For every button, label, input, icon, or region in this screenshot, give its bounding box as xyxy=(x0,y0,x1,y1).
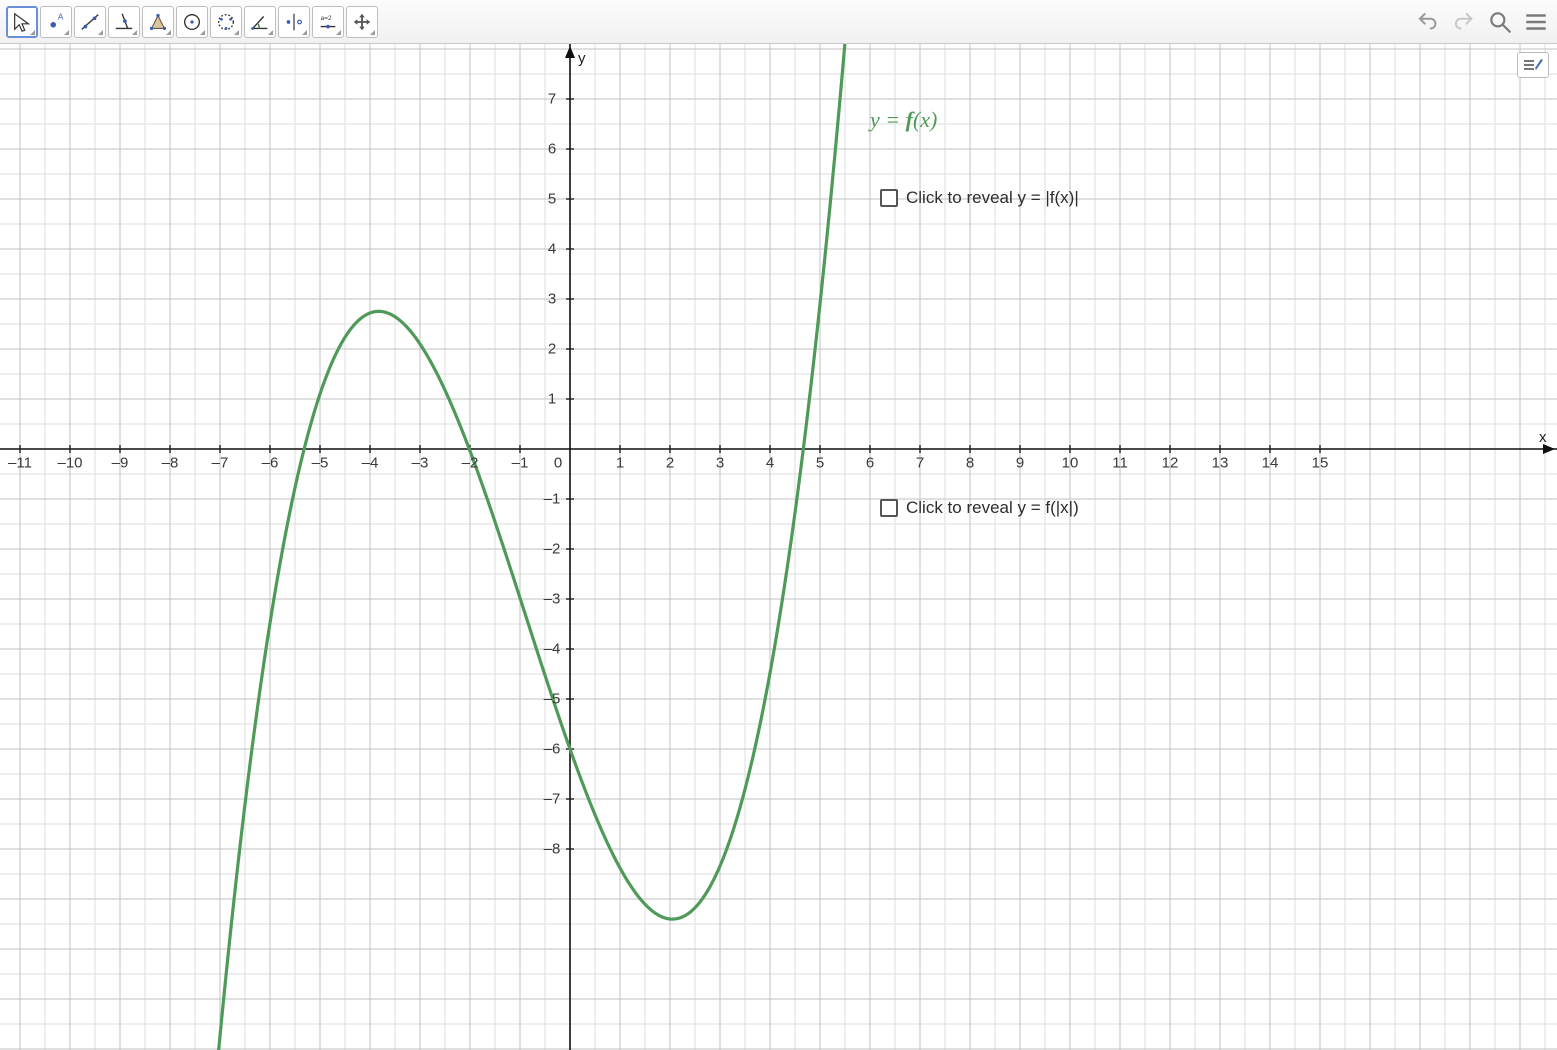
x-tick-label: 14 xyxy=(1262,455,1279,472)
y-tick-label: –4 xyxy=(544,641,561,658)
x-tick-label: –4 xyxy=(362,455,379,472)
y-tick-label: –3 xyxy=(544,591,561,608)
x-axis-label: x xyxy=(1539,429,1547,446)
style-bar-toggle[interactable] xyxy=(1517,52,1549,78)
menu-button[interactable] xyxy=(1521,7,1551,37)
slider-tool[interactable]: a=2 xyxy=(312,6,344,38)
reveal-f-absx-row: Click to reveal y = f(|x|) xyxy=(880,498,1079,518)
perpendicular-tool[interactable] xyxy=(108,6,140,38)
x-tick-label: –11 xyxy=(8,455,32,472)
y-tick-label: –7 xyxy=(544,791,561,808)
reflect-tool[interactable] xyxy=(278,6,310,38)
y-tick-label: 5 xyxy=(548,191,556,208)
x-tick-label: –6 xyxy=(262,455,279,472)
y-tick-label: –1 xyxy=(544,491,561,508)
x-tick-label: –8 xyxy=(162,455,179,472)
reveal-f-absx[interactable] xyxy=(880,499,898,517)
x-tick-label: –9 xyxy=(112,455,129,472)
x-tick-label: 5 xyxy=(816,455,824,472)
y-tick-label: –2 xyxy=(544,541,561,558)
x-tick-label: –7 xyxy=(212,455,229,472)
x-tick-label: –3 xyxy=(412,455,429,472)
polygon-tool[interactable] xyxy=(142,6,174,38)
x-tick-label: –5 xyxy=(312,455,329,472)
x-tick-label: 11 xyxy=(1112,455,1128,472)
x-tick-label: 2 xyxy=(666,455,674,472)
y-tick-label: 3 xyxy=(548,291,556,308)
search-button[interactable] xyxy=(1485,7,1515,37)
function-label: y = f(x) xyxy=(870,107,937,133)
x-tick-label: 13 xyxy=(1212,455,1229,472)
redo-button[interactable] xyxy=(1449,7,1479,37)
x-tick-label: 1 xyxy=(616,455,624,472)
conic-tool[interactable] xyxy=(210,6,242,38)
y-tick-label: –8 xyxy=(544,841,561,858)
y-tick-label: –5 xyxy=(544,691,561,708)
x-tick-label: 7 xyxy=(916,455,924,472)
x-tick-label: 8 xyxy=(966,455,974,472)
x-tick-label: 4 xyxy=(766,455,774,472)
circle-tool[interactable] xyxy=(176,6,208,38)
x-tick-label: –2 xyxy=(462,455,479,472)
x-tick-label: 0 xyxy=(554,455,562,472)
reveal-abs-fx-row: Click to reveal y = |f(x)| xyxy=(880,188,1079,208)
x-tick-label: 15 xyxy=(1312,455,1329,472)
point-tool[interactable]: A xyxy=(40,6,72,38)
move-view-tool[interactable] xyxy=(346,6,378,38)
x-tick-label: –10 xyxy=(57,455,82,472)
x-tick-label: 12 xyxy=(1162,455,1179,472)
y-tick-label: –6 xyxy=(544,741,561,758)
x-tick-label: –1 xyxy=(512,455,529,472)
toolbar-right xyxy=(1413,7,1551,37)
svg-text:A: A xyxy=(58,12,64,21)
x-tick-label: 3 xyxy=(716,455,724,472)
reveal-abs-fx-label: Click to reveal y = |f(x)| xyxy=(906,188,1079,208)
y-tick-label: 2 xyxy=(548,341,556,358)
svg-text:a=2: a=2 xyxy=(321,15,332,22)
move-tool[interactable] xyxy=(6,6,38,38)
plot-svg xyxy=(0,44,1557,1050)
angle-tool[interactable] xyxy=(244,6,276,38)
undo-button[interactable] xyxy=(1413,7,1443,37)
toolbar: A a=2 xyxy=(0,0,1557,44)
reveal-abs-fx[interactable] xyxy=(880,189,898,207)
y-tick-label: 7 xyxy=(548,91,556,108)
reveal-f-absx-label: Click to reveal y = f(|x|) xyxy=(906,498,1079,518)
y-tick-label: 6 xyxy=(548,141,556,158)
y-tick-label: 1 xyxy=(548,391,556,408)
y-tick-label: 4 xyxy=(548,241,556,258)
x-tick-label: 6 xyxy=(866,455,874,472)
graph-area[interactable]: –11–10–9–8–7–6–5–4–3–2–10123456789101112… xyxy=(0,44,1557,1050)
y-axis-label: y xyxy=(578,50,586,67)
x-tick-label: 10 xyxy=(1062,455,1079,472)
line-tool[interactable] xyxy=(74,6,106,38)
x-tick-label: 9 xyxy=(1016,455,1024,472)
